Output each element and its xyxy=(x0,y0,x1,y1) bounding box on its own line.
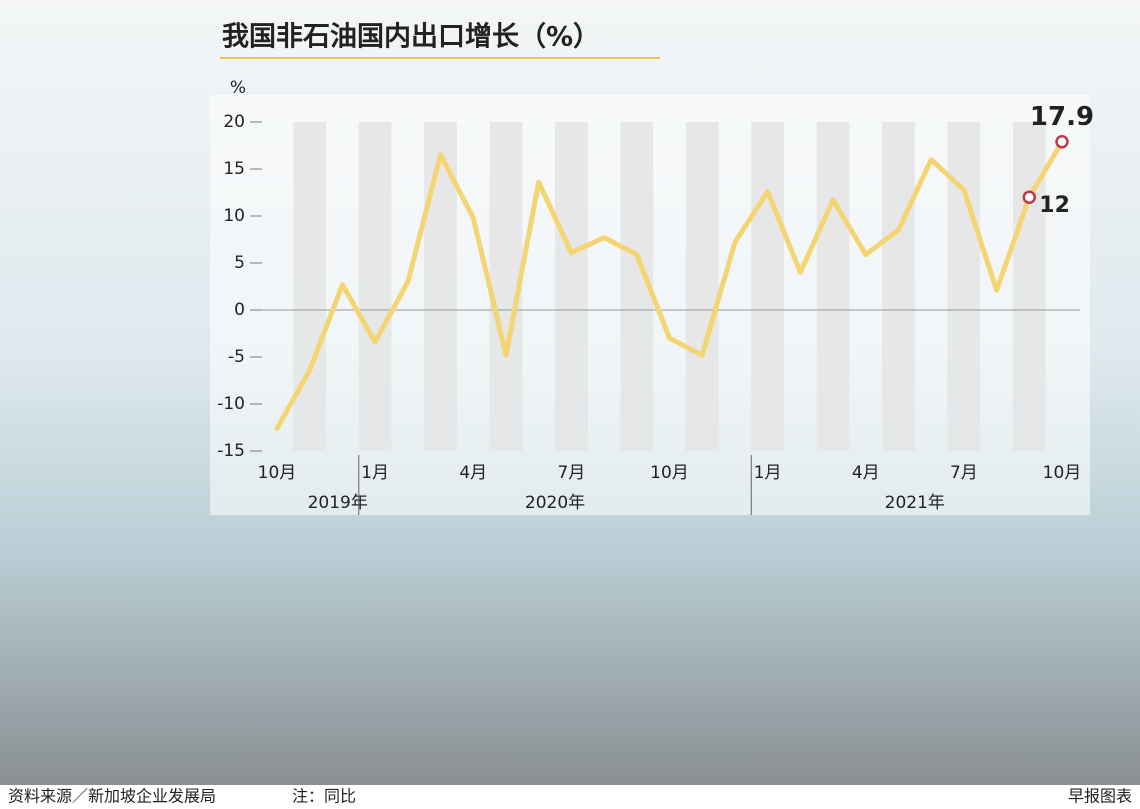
y-tick-label: 5 xyxy=(234,253,245,273)
stripe xyxy=(293,122,327,451)
x-tick-label: 7月 xyxy=(557,463,585,483)
stripe xyxy=(751,122,784,451)
point-marker xyxy=(1022,190,1037,204)
stripe xyxy=(882,122,915,451)
y-tick-label: 20 xyxy=(223,112,245,132)
point-marker xyxy=(1055,134,1069,149)
chart-title: 我国非石油国内出口增长（%） xyxy=(222,21,600,53)
y-tick-label: -10 xyxy=(217,394,245,414)
x-tick-label: 1月 xyxy=(361,463,389,483)
group-label: 2019年 xyxy=(308,493,368,513)
stripe xyxy=(947,122,981,451)
series-line xyxy=(274,139,1065,431)
note: 注：同比 xyxy=(292,787,356,806)
x-tick-label: 4月 xyxy=(459,463,487,483)
x-tick-label: 4月 xyxy=(852,463,880,483)
stripe xyxy=(1012,122,1046,451)
x-tick-label: 10月 xyxy=(1043,463,1082,483)
y-tick-label: 0 xyxy=(234,300,245,320)
value-label: 12 xyxy=(1039,193,1070,218)
stripe xyxy=(555,122,588,451)
stripe xyxy=(685,122,719,451)
group-label: 2020年 xyxy=(525,493,585,513)
plot: -15 -10 -5 0 5 10 15 20 10月 1月 4月 7月 10月 1月 4月 7月 10月 201… xyxy=(217,102,1094,515)
y-unit: % xyxy=(230,78,246,98)
x-tick-label: 1月 xyxy=(754,463,782,483)
source: 资料来源／新加坡企业发展局 xyxy=(8,787,216,806)
stripe xyxy=(424,122,457,451)
x-tick-label: 10月 xyxy=(258,463,297,483)
stripe xyxy=(816,122,850,451)
group-label: 2021年 xyxy=(885,493,945,513)
y-tick-label: -5 xyxy=(228,347,245,367)
x-tick-label: 7月 xyxy=(950,463,978,483)
footer-band xyxy=(0,785,1140,809)
y-tick-label: -15 xyxy=(217,441,245,461)
credit: 早报图表 xyxy=(1068,787,1132,806)
y-tick-label: 10 xyxy=(223,206,245,226)
x-tick-label: 10月 xyxy=(650,463,689,483)
value-label: 17.9 xyxy=(1030,102,1094,132)
y-tick-label: 15 xyxy=(223,159,245,179)
stripe xyxy=(358,122,392,451)
